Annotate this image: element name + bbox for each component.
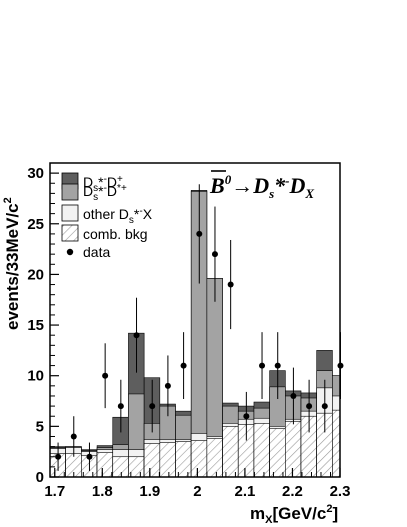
y-tick-label: 10 <box>27 368 44 385</box>
x-tick-label: 1.8 <box>92 483 113 500</box>
bar-comb-bkg <box>253 423 270 478</box>
legend-swatch-comb-bkg <box>61 224 79 242</box>
bar-comb-bkg <box>206 438 223 478</box>
data-point <box>274 362 281 369</box>
bar-comb-bkg <box>190 440 208 478</box>
x-axis: 1.7 1.8 1.9 2 2.1 2.2 2.3 <box>44 468 350 500</box>
legend-label-comb-bkg: comb. bkg <box>83 226 148 242</box>
legend-marker-data <box>66 248 74 256</box>
data-point <box>227 281 234 288</box>
bar-comb-bkg <box>222 426 239 478</box>
y-axis-title: events/33MeV/c2 <box>2 197 22 330</box>
x-axis-title: mX[GeV/c2] <box>250 503 338 526</box>
bar-comb-bkg <box>159 442 176 478</box>
bar-comb-bkg <box>332 409 341 478</box>
data-point <box>86 453 93 460</box>
data-point <box>306 403 313 410</box>
legend-label-other: other Ds*-X <box>83 206 153 226</box>
y-tick-label: 25 <box>27 216 44 233</box>
x-tick-label: 2 <box>193 483 201 500</box>
decay-annotation: B0→Ds*-DX <box>209 172 314 201</box>
y-tick-label: 15 <box>27 317 44 334</box>
data-point <box>70 433 77 440</box>
x-tick-label: 1.7 <box>44 483 65 500</box>
data-point <box>321 403 328 410</box>
legend: Ds*-D+ Ds*-D*+ other Ds*-X comb. bkg dat… <box>61 172 153 260</box>
y-tick-label: 5 <box>36 418 44 435</box>
bar-comb-bkg <box>143 443 161 478</box>
y-tick-label: 30 <box>27 165 44 182</box>
data-point <box>55 453 62 460</box>
data-point <box>290 392 297 399</box>
legend-swatch-other <box>61 204 79 222</box>
plot-frame <box>49 162 341 478</box>
x-tick-label: 2.2 <box>282 483 303 500</box>
data-point <box>196 230 203 237</box>
data-point <box>259 362 266 369</box>
bar-comb-bkg <box>269 428 286 478</box>
bar-comb-bkg <box>112 456 129 478</box>
data-point <box>133 332 140 339</box>
data-points <box>55 184 344 471</box>
bar-comb-bkg <box>96 452 114 478</box>
y-tick-label: 0 <box>36 469 44 486</box>
y-tick-label: 20 <box>27 266 44 283</box>
legend-swatch-ds-dstar <box>61 183 79 201</box>
x-tick-label: 2.1 <box>234 483 255 500</box>
bar-comb-bkg <box>285 420 302 478</box>
legend-label-ds-d: Ds*-D+ <box>83 174 123 194</box>
data-point <box>149 403 156 410</box>
bar-comb-bkg <box>175 441 192 478</box>
data-point <box>211 251 218 258</box>
legend-label-ds-dstar: Ds*-D*+ <box>83 183 127 203</box>
x-tick-label: 2.3 <box>330 483 351 500</box>
data-point <box>117 403 124 410</box>
y-axis: 0 5 10 15 20 25 30 <box>27 162 59 486</box>
legend-label-data: data <box>83 244 110 260</box>
x-tick-label: 1.9 <box>139 483 160 500</box>
data-point <box>102 372 109 379</box>
data-point <box>243 413 250 420</box>
data-point <box>164 382 171 389</box>
data-point <box>180 362 187 369</box>
